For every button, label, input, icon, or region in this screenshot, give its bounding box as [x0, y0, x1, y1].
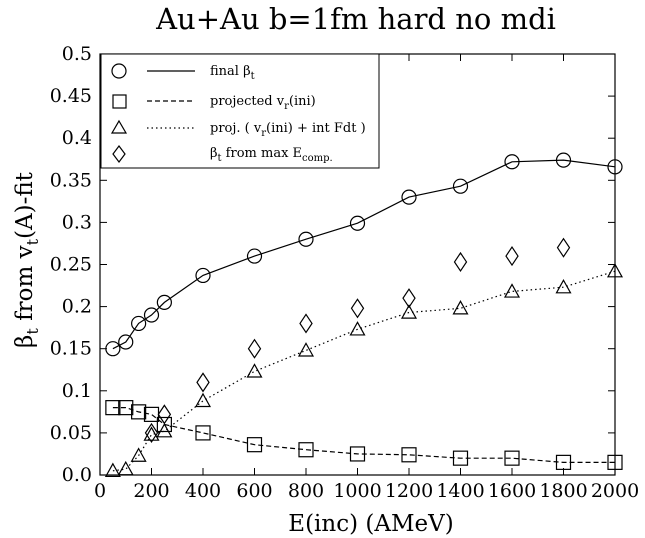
x-tick-label: 1200: [385, 480, 433, 502]
y-tick-label: 0.3: [62, 211, 92, 233]
x-tick-label: 800: [288, 480, 324, 502]
x-tick-label: 400: [185, 480, 221, 502]
data-point-diamond: [352, 299, 364, 317]
x-axis-label: E(inc) (AMeV): [288, 511, 453, 537]
y-tick-label: 0.4: [62, 127, 92, 149]
y-tick-label: 0.5: [62, 43, 92, 65]
x-tick-label: 1000: [333, 480, 381, 502]
series-markers: [106, 153, 622, 476]
data-point-diamond: [506, 247, 518, 265]
y-tick-label: 0.05: [50, 422, 92, 444]
data-point-diamond: [455, 253, 467, 271]
y-tick-label: 0.2: [62, 296, 92, 318]
data-point-triangle: [299, 343, 313, 356]
y-axis-label: βt from vt(A)-fit: [12, 171, 42, 348]
series-line-triangle: [113, 271, 615, 471]
x-tick-label: 200: [133, 480, 169, 502]
data-point-square: [196, 426, 210, 440]
y-tick-label: 0.0: [62, 464, 92, 486]
series-line-circle: [113, 160, 615, 349]
series-lines: [113, 160, 615, 471]
data-point-diamond: [558, 239, 570, 257]
x-tick-label: 1800: [539, 480, 587, 502]
data-point-triangle: [505, 284, 519, 297]
data-point-triangle: [351, 322, 365, 335]
y-tick-label: 0.25: [50, 254, 92, 276]
legend: final βt projected vr(ini) proj. ( vr(in…: [101, 54, 379, 168]
y-tick-label: 0.45: [50, 85, 92, 107]
data-point-square: [145, 407, 159, 421]
y-tick-label: 0.1: [62, 380, 92, 402]
data-point-diamond: [197, 373, 209, 391]
data-point-circle: [106, 342, 120, 356]
x-tick-label: 0: [94, 480, 106, 502]
data-point-triangle: [557, 280, 571, 293]
x-tick-label: 600: [236, 480, 272, 502]
x-tick-label: 1400: [436, 480, 484, 502]
data-point-triangle: [157, 424, 171, 437]
data-point-triangle: [119, 462, 133, 475]
chart-title: Au+Au b=1fm hard no mdi: [155, 2, 556, 36]
y-tick-label: 0.35: [50, 169, 92, 191]
x-tick-label: 2000: [591, 480, 639, 502]
y-tick-label: 0.15: [50, 338, 92, 360]
data-point-diamond: [249, 340, 261, 358]
data-point-diamond: [300, 314, 312, 332]
data-point-triangle: [248, 364, 262, 377]
data-point-triangle: [454, 301, 468, 314]
x-tick-label: 1600: [488, 480, 536, 502]
